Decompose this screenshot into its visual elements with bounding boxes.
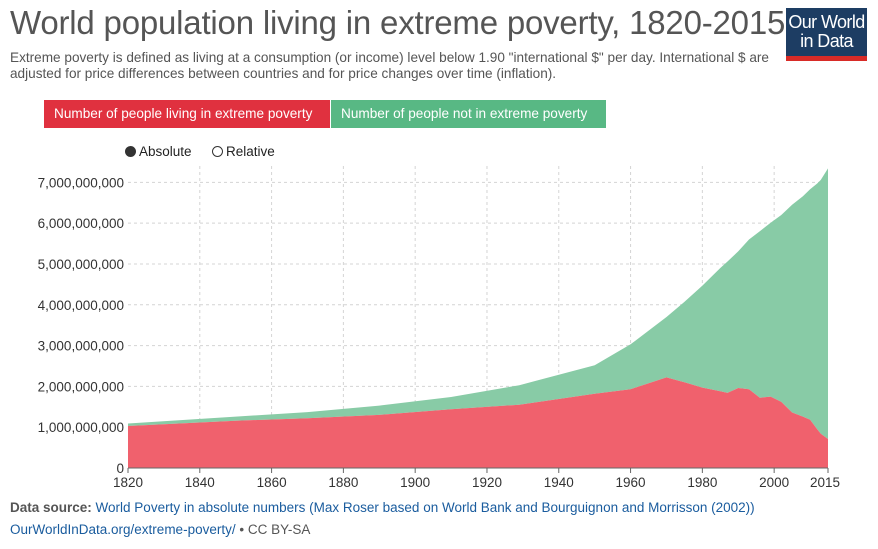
relative-label: Relative bbox=[226, 143, 275, 159]
x-tick-label: 1880 bbox=[328, 475, 358, 490]
area-extreme-poverty bbox=[128, 377, 828, 468]
logo-line-2: in Data bbox=[800, 31, 853, 51]
y-tick-label: 1,000,000,000 bbox=[38, 420, 124, 435]
footer-url: OurWorldInData.org/extreme-poverty/ • CC… bbox=[10, 522, 310, 537]
x-tick-label: 2000 bbox=[759, 475, 789, 490]
x-tick-label: 1920 bbox=[472, 475, 502, 490]
chart-title: World population living in extreme pover… bbox=[10, 4, 786, 41]
y-tick-label: 0 bbox=[116, 461, 124, 476]
source-label: Data source: bbox=[10, 500, 92, 515]
absolute-radio[interactable]: Absolute bbox=[125, 143, 192, 159]
y-tick-label: 7,000,000,000 bbox=[38, 175, 124, 190]
x-tick-label: 1960 bbox=[616, 475, 646, 490]
legend-not-poor-button[interactable]: Number of people not in extreme poverty bbox=[331, 100, 606, 128]
legend-poor-button[interactable]: Number of people living in extreme pover… bbox=[44, 100, 330, 128]
source-link[interactable]: World Poverty in absolute numbers (Max R… bbox=[95, 500, 755, 515]
x-tick-label: 2015 bbox=[810, 475, 840, 490]
data-source: Data source: World Poverty in absolute n… bbox=[10, 500, 755, 515]
relative-radio[interactable]: Relative bbox=[212, 143, 275, 159]
owid-url-link[interactable]: OurWorldInData.org/extreme-poverty/ bbox=[10, 522, 236, 537]
y-tick-label: 2,000,000,000 bbox=[38, 379, 124, 394]
chart-areas bbox=[128, 168, 828, 468]
license-text: • CC BY-SA bbox=[239, 522, 311, 537]
x-tick-label: 1860 bbox=[257, 475, 287, 490]
chart-axes: 0 1,000,000,000 2,000,000,000 3,000,000,000… bbox=[38, 175, 840, 490]
radio-selected-icon bbox=[125, 145, 136, 157]
owid-logo[interactable]: Our World in Data bbox=[786, 8, 867, 61]
radio-unselected-icon bbox=[212, 145, 223, 157]
y-tick-label: 6,000,000,000 bbox=[38, 216, 124, 231]
x-tick-label: 1840 bbox=[185, 475, 215, 490]
y-tick-label: 3,000,000,000 bbox=[38, 339, 124, 354]
absolute-label: Absolute bbox=[139, 143, 192, 159]
logo-line-1: Our World bbox=[788, 12, 865, 32]
x-tick-label: 1820 bbox=[113, 475, 143, 490]
y-tick-label: 5,000,000,000 bbox=[38, 257, 124, 272]
area-not-in-extreme-poverty bbox=[128, 168, 828, 439]
y-tick-label: 4,000,000,000 bbox=[38, 298, 124, 313]
chart-subtitle: Extreme poverty is defined as living at … bbox=[10, 50, 769, 81]
x-tick-label: 1940 bbox=[544, 475, 574, 490]
area-chart: 0 1,000,000,000 2,000,000,000 3,000,000,000… bbox=[38, 166, 840, 490]
x-tick-label: 1900 bbox=[400, 475, 430, 490]
x-tick-label: 1980 bbox=[687, 475, 717, 490]
